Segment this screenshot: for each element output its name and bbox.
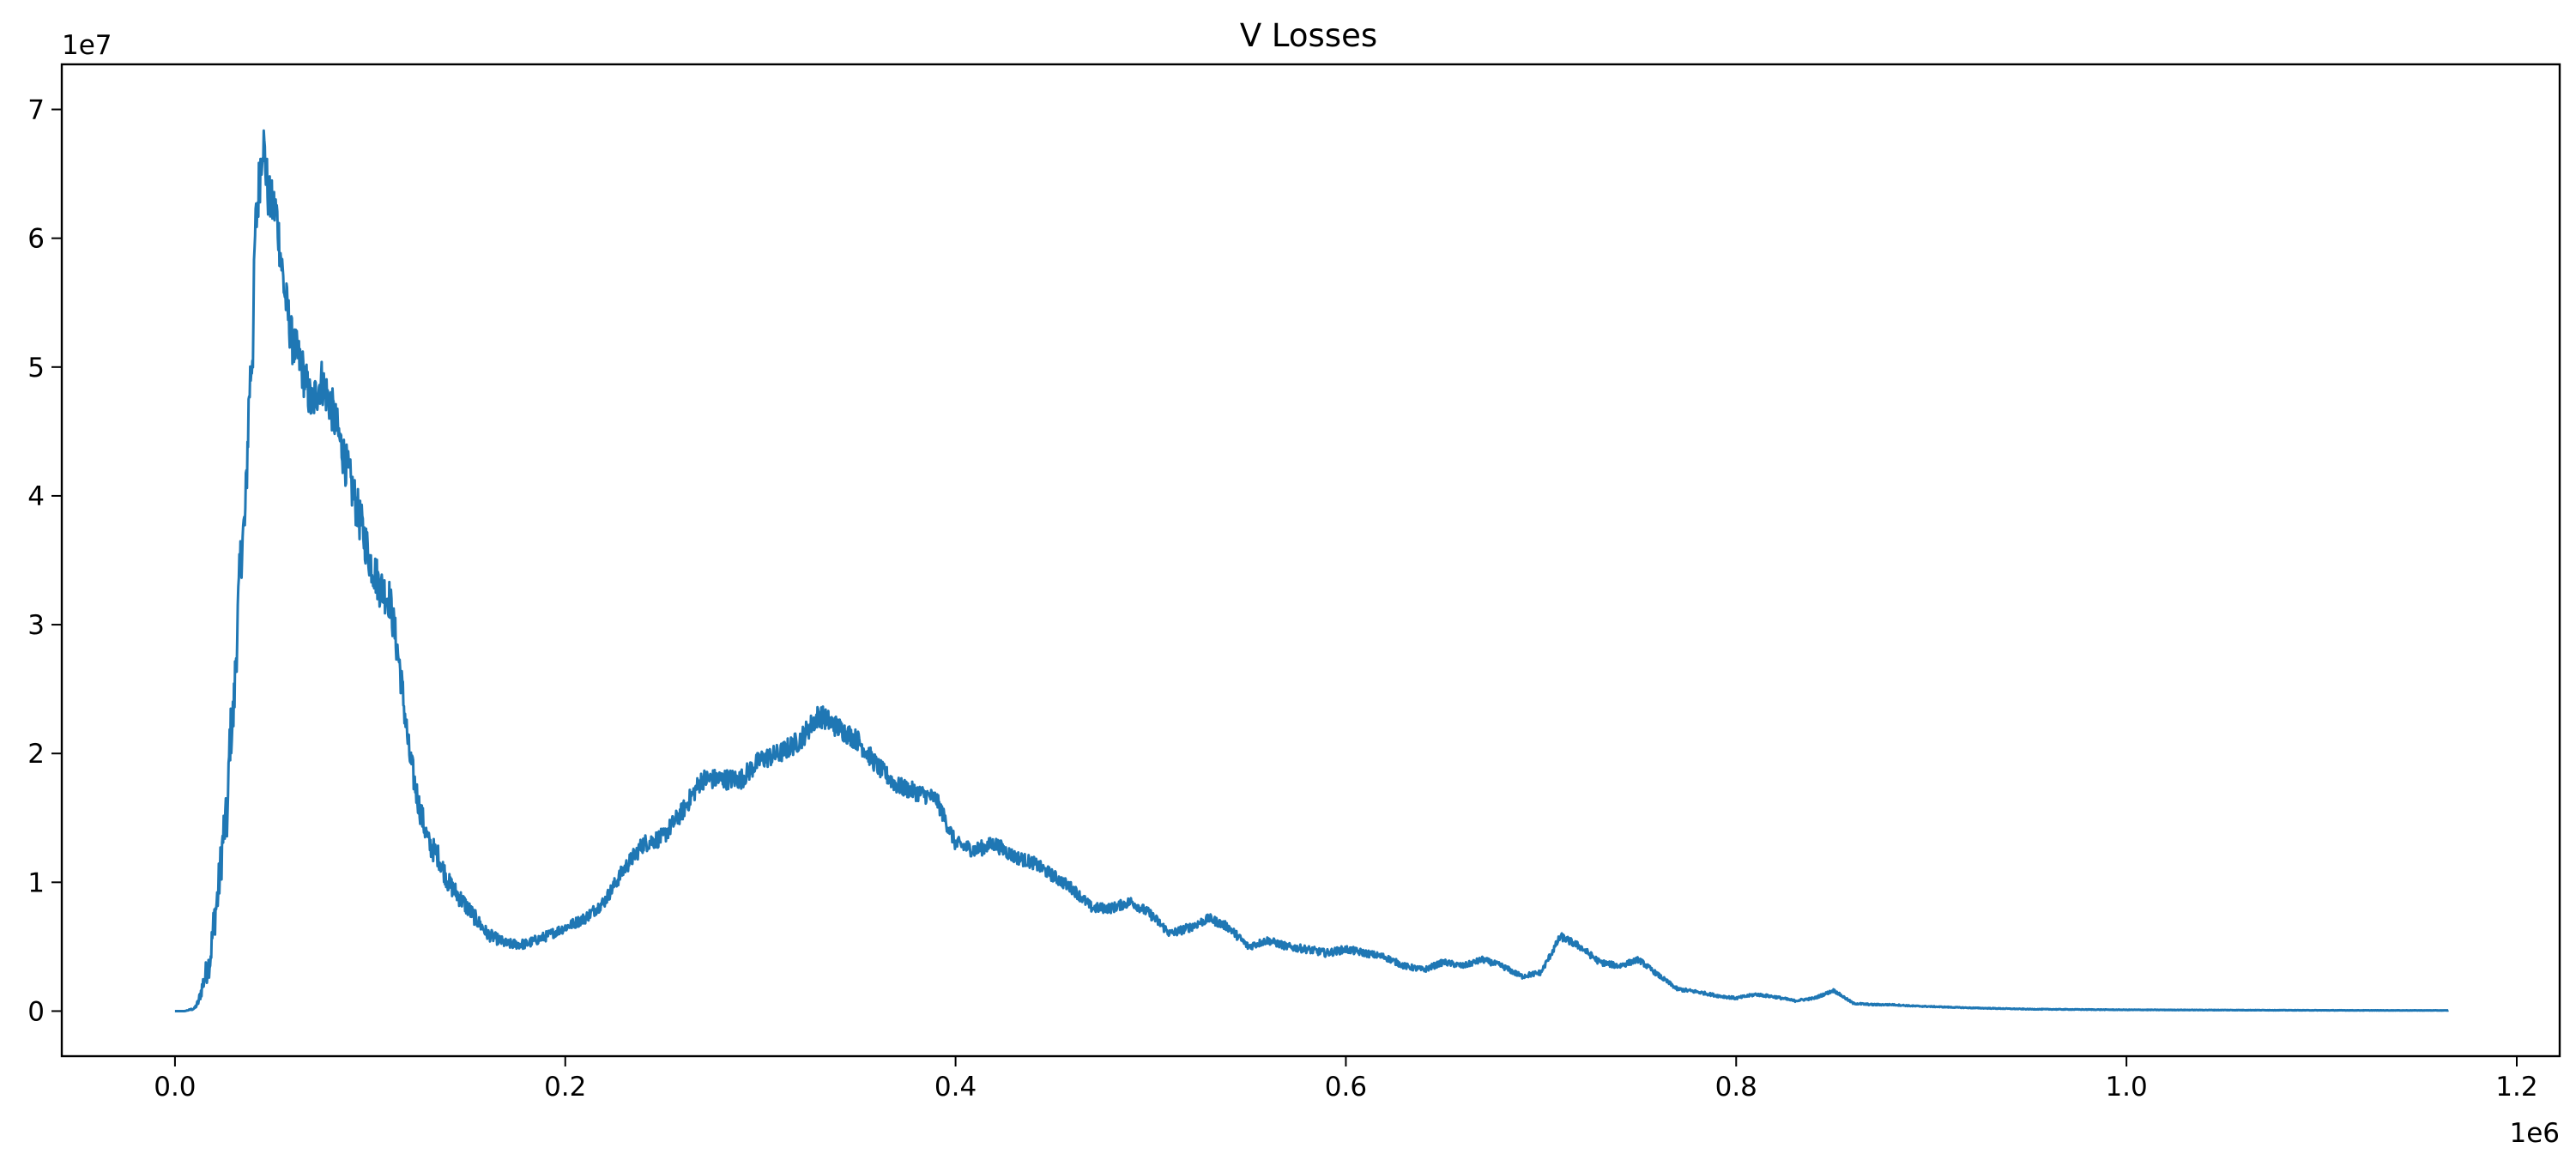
y-tick-label: 6 bbox=[27, 224, 45, 255]
y-tick-label: 3 bbox=[27, 610, 45, 641]
y-axis-offset-label: 1e7 bbox=[62, 30, 112, 61]
x-tick-label: 1.2 bbox=[2495, 1072, 2537, 1103]
x-axis-offset-label: 1e6 bbox=[2509, 1118, 2560, 1149]
y-tick-label: 4 bbox=[27, 481, 45, 512]
x-tick-label: 0.4 bbox=[934, 1072, 977, 1103]
v-losses-series-line bbox=[174, 129, 2450, 1012]
axes-frame bbox=[60, 63, 2561, 1058]
chart-title: V Losses bbox=[1240, 17, 1377, 54]
x-tick-label: 0.6 bbox=[1325, 1072, 1367, 1103]
plot-area bbox=[174, 129, 2450, 1012]
y-tick-label: 5 bbox=[27, 353, 45, 384]
y-axis-ticks: 0 1 2 3 4 5 6 7 bbox=[27, 95, 62, 1027]
y-tick-label: 7 bbox=[27, 95, 45, 126]
x-tick-label: 0.0 bbox=[154, 1072, 196, 1103]
y-tick-label: 1 bbox=[27, 867, 45, 898]
y-tick-label: 0 bbox=[27, 996, 45, 1027]
x-tick-label: 0.8 bbox=[1715, 1072, 1757, 1103]
x-axis-ticks: 0.0 0.2 0.4 0.6 0.8 1.0 1.2 bbox=[154, 1056, 2538, 1103]
y-tick-label: 2 bbox=[27, 739, 45, 770]
x-tick-label: 1.0 bbox=[2105, 1072, 2147, 1103]
x-tick-label: 0.2 bbox=[544, 1072, 586, 1103]
